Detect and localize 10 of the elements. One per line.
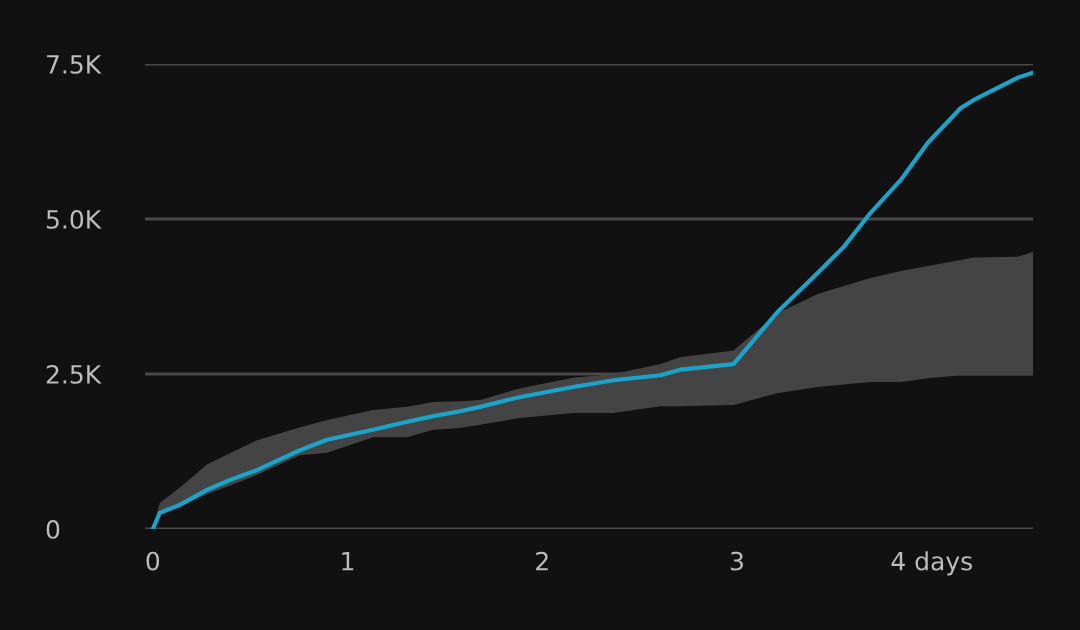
y-tick-label: 7.5K xyxy=(47,55,102,74)
y-tick-label: 2.5K xyxy=(46,364,102,384)
y-tick-label: 5.0K xyxy=(46,209,102,229)
x-tick-label: 0 xyxy=(146,551,160,571)
x-tick-label: 4 days xyxy=(891,551,972,576)
x-tick-label: 2 xyxy=(536,551,548,571)
x-tick-label: 3 xyxy=(730,551,743,571)
line-series xyxy=(150,70,1033,529)
y-tick-label: 0 xyxy=(46,519,60,539)
x-tick-label: 1 xyxy=(342,551,354,571)
